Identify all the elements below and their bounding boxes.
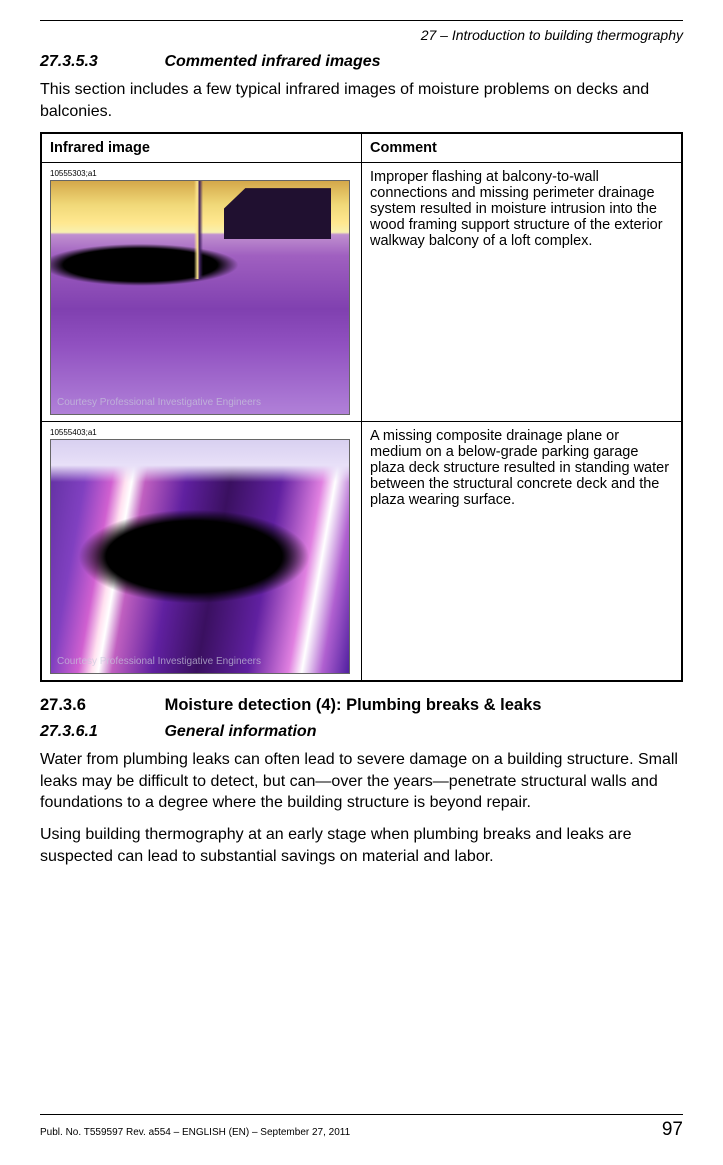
image-cell: 10555403;a1 Courtesy Professional Invest…: [41, 422, 362, 682]
header-rule: [40, 20, 683, 21]
image-id: 10555303;a1: [50, 169, 353, 178]
section-heading-27-3-6: 27.3.6 Moisture detection (4): Plumbing …: [40, 696, 683, 715]
section-number: 27.3.6.1: [40, 723, 160, 741]
section-number: 27.3.6: [40, 696, 160, 715]
image-credit: Courtesy Professional Investigative Engi…: [57, 656, 261, 667]
table-row: 10555303;a1 Courtesy Professional Invest…: [41, 163, 682, 422]
section-heading-27-3-5-3: 27.3.5.3 Commented infrared images: [40, 53, 683, 71]
comment-cell: Improper flashing at balcony-to-wall con…: [362, 163, 683, 422]
section-title: General information: [164, 723, 316, 740]
infrared-image-2: Courtesy Professional Investigative Engi…: [50, 439, 350, 674]
image-id: 10555403;a1: [50, 428, 353, 437]
image-credit: Courtesy Professional Investigative Engi…: [57, 397, 261, 408]
comment-cell: A missing composite drainage plane or me…: [362, 422, 683, 682]
body-paragraph: Using building thermography at an early …: [40, 824, 683, 867]
infrared-images-table: Infrared image Comment 10555303;a1 Court…: [40, 132, 683, 682]
section-title: Commented infrared images: [164, 53, 380, 70]
table-header-row: Infrared image Comment: [41, 133, 682, 163]
col-header-comment: Comment: [362, 133, 683, 163]
publication-info: Publ. No. T559597 Rev. a554 – ENGLISH (E…: [40, 1127, 350, 1138]
footer-rule: [40, 1114, 683, 1115]
infrared-image-1: Courtesy Professional Investigative Engi…: [50, 180, 350, 415]
image-cell: 10555303;a1 Courtesy Professional Invest…: [41, 163, 362, 422]
page-footer: Publ. No. T559597 Rev. a554 – ENGLISH (E…: [40, 1114, 683, 1141]
section-title: Moisture detection (4): Plumbing breaks …: [165, 696, 542, 714]
intro-paragraph: This section includes a few typical infr…: [40, 79, 683, 122]
body-paragraph: Water from plumbing leaks can often lead…: [40, 749, 683, 814]
section-number: 27.3.5.3: [40, 53, 160, 71]
section-heading-27-3-6-1: 27.3.6.1 General information: [40, 723, 683, 741]
page-number: 97: [662, 1119, 683, 1141]
running-header: 27 – Introduction to building thermograp…: [40, 27, 683, 43]
col-header-image: Infrared image: [41, 133, 362, 163]
table-row: 10555403;a1 Courtesy Professional Invest…: [41, 422, 682, 682]
